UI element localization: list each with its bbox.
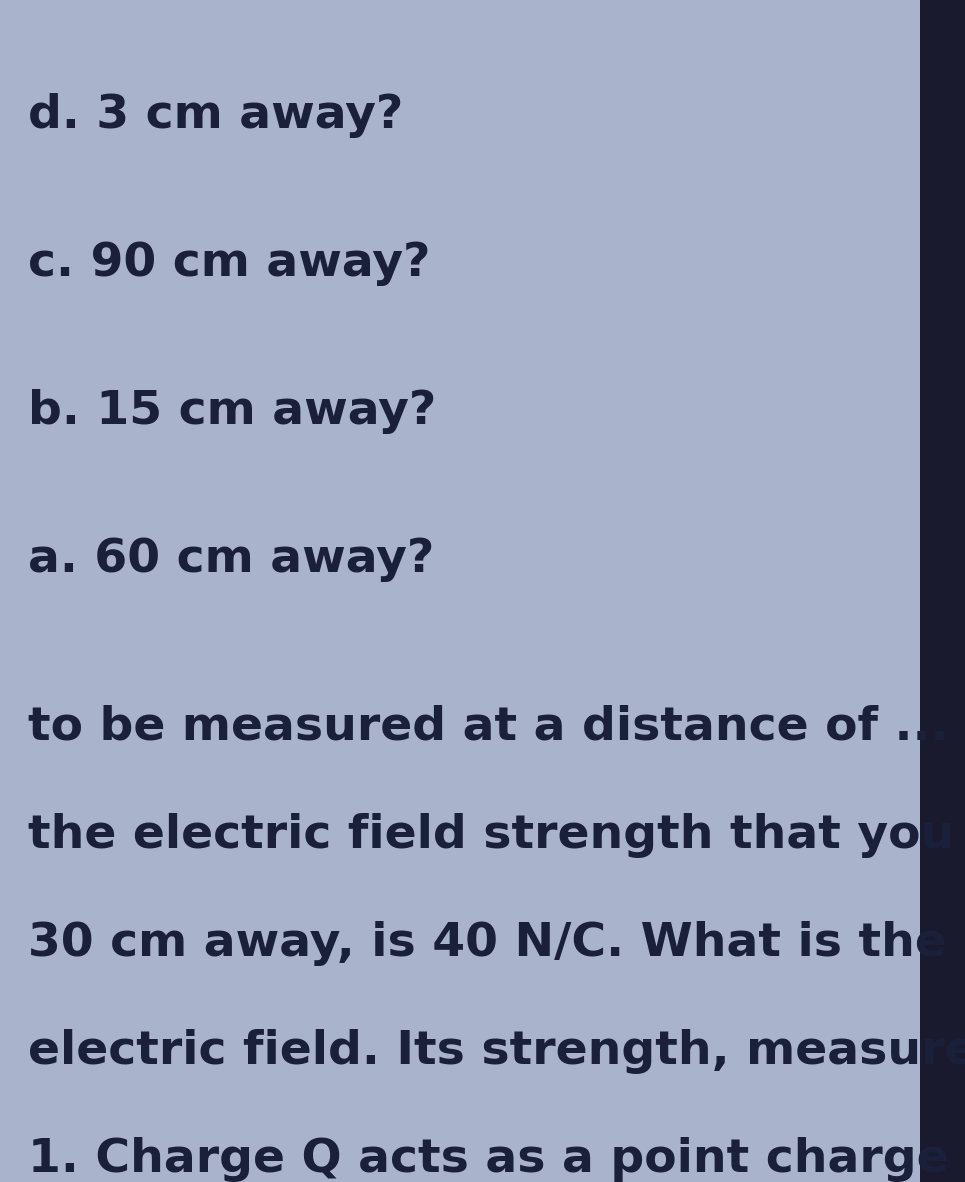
Text: electric field. Its strength, measured a distance of: electric field. Its strength, measured a… (28, 1030, 965, 1074)
Text: 1. Charge Q acts as a point charge to create an: 1. Charge Q acts as a point charge to cr… (28, 1137, 965, 1182)
Text: a. 60 cm away?: a. 60 cm away? (28, 537, 434, 582)
FancyBboxPatch shape (0, 0, 920, 1182)
Text: c. 90 cm away?: c. 90 cm away? (28, 241, 430, 286)
Text: the electric field strength that you would expect: the electric field strength that you wou… (28, 813, 965, 858)
Text: b. 15 cm away?: b. 15 cm away? (28, 389, 436, 434)
Text: to be measured at a distance of ...: to be measured at a distance of ... (28, 704, 949, 751)
Text: d. 3 cm away?: d. 3 cm away? (28, 93, 403, 138)
Text: 30 cm away, is 40 N/C. What is the magnitude of: 30 cm away, is 40 N/C. What is the magni… (28, 921, 965, 966)
